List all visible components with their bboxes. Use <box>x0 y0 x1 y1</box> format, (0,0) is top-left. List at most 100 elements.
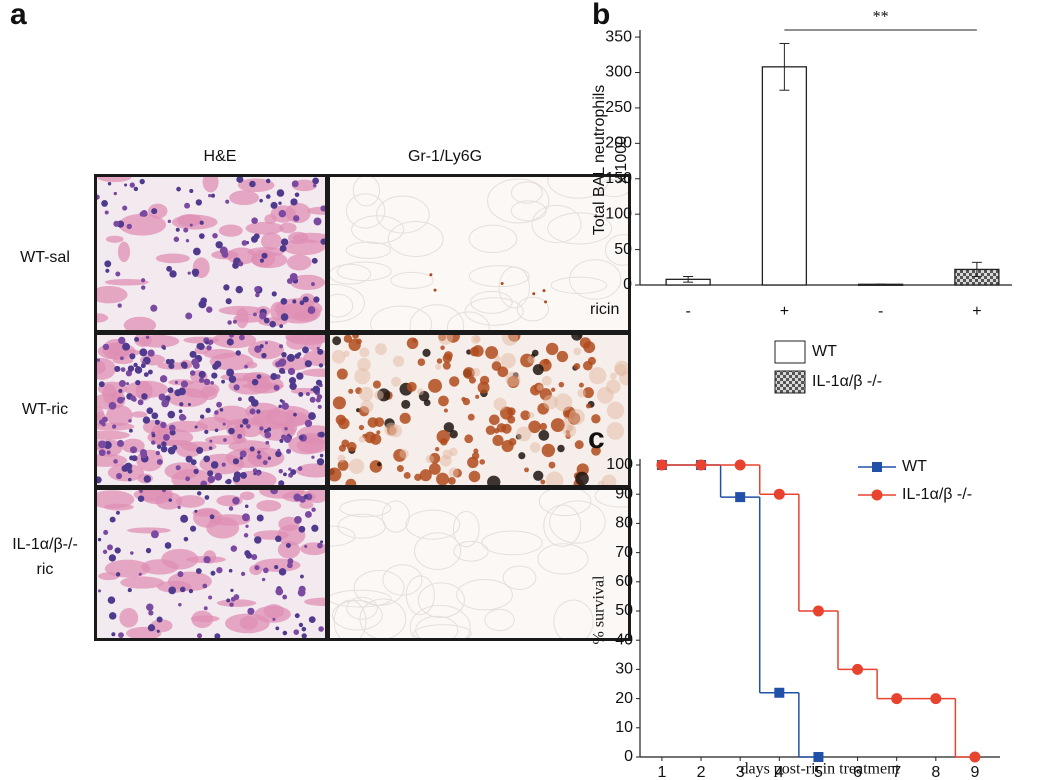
tissue <box>98 572 120 581</box>
tissue <box>97 490 135 509</box>
nucleus <box>187 402 191 406</box>
nucleus <box>134 336 140 342</box>
stain <box>485 425 496 436</box>
stain <box>428 378 443 393</box>
stain <box>442 361 451 370</box>
nucleus <box>97 358 101 362</box>
stain <box>583 360 593 371</box>
nucleus <box>116 439 125 448</box>
nucleus <box>229 335 235 338</box>
nucleus <box>253 472 257 476</box>
alveolus <box>531 204 582 244</box>
y-tick-label: 10 <box>615 719 633 736</box>
nucleus <box>265 440 270 445</box>
alveolus <box>468 265 530 288</box>
nucleus <box>233 384 240 391</box>
stain <box>406 337 419 350</box>
nucleus <box>133 362 138 368</box>
tissue <box>190 615 220 623</box>
nucleus <box>130 551 134 555</box>
nucleus <box>168 424 176 432</box>
nucleus <box>198 233 205 239</box>
stain-faint <box>360 399 374 413</box>
nucleus <box>289 272 298 281</box>
alveolus <box>409 604 471 638</box>
nucleus <box>118 388 123 393</box>
nucleus <box>167 219 172 224</box>
alveolus <box>330 293 354 318</box>
nucleus <box>291 180 299 188</box>
nucleus <box>288 377 297 385</box>
stain <box>520 410 531 421</box>
marker <box>813 752 824 762</box>
stain-faint <box>554 393 573 412</box>
nucleus <box>203 378 211 386</box>
tissue <box>301 368 325 377</box>
stain-faint <box>541 375 552 386</box>
nucleus <box>227 320 232 325</box>
stain <box>332 396 346 410</box>
tissue <box>218 305 264 316</box>
alveolus <box>387 221 444 257</box>
stain <box>571 335 583 341</box>
nucleus <box>130 395 136 401</box>
stain <box>467 413 475 421</box>
nucleus <box>202 583 208 589</box>
nucleus <box>278 469 283 474</box>
nucleus <box>232 319 237 324</box>
alveolus <box>453 540 489 562</box>
x-tick-label: 2 <box>697 764 706 780</box>
nucleus <box>282 630 288 636</box>
alveolus <box>330 589 392 608</box>
nucleus <box>133 186 139 192</box>
nucleus <box>239 335 245 341</box>
nucleus <box>107 596 116 604</box>
nucleus <box>228 427 235 435</box>
nucleus <box>114 365 121 373</box>
x-tick-label: 5 <box>814 764 823 780</box>
nucleus <box>207 470 214 477</box>
nucleus <box>113 459 118 464</box>
nucleus <box>117 303 122 308</box>
stain <box>492 434 504 447</box>
y-tick-label: 50 <box>614 241 632 258</box>
nucleus <box>120 367 126 373</box>
y-tick-label: 60 <box>615 573 633 590</box>
tissue <box>123 316 157 330</box>
legend-swatch <box>774 340 806 364</box>
nucleus <box>148 610 154 616</box>
nucleus <box>221 379 226 384</box>
nucleus <box>121 397 126 401</box>
stain <box>497 366 509 378</box>
nucleus <box>264 341 268 345</box>
nucleus <box>156 444 162 449</box>
nucleus <box>316 346 320 351</box>
nucleus <box>273 384 280 391</box>
nucleus <box>156 629 160 633</box>
nucleus <box>107 182 112 186</box>
nucleus <box>114 547 121 554</box>
marker <box>734 459 746 471</box>
stain-faint <box>448 467 459 478</box>
tissue <box>288 435 324 455</box>
stain <box>443 351 453 360</box>
tissue <box>141 559 179 575</box>
alveolus <box>352 177 381 207</box>
nucleus <box>151 433 156 438</box>
stain-faint <box>606 401 625 420</box>
nucleus <box>289 382 297 391</box>
nucleus <box>180 380 189 388</box>
nucleus <box>203 606 208 611</box>
stain <box>546 342 559 356</box>
nucleus <box>267 427 272 432</box>
alveolus <box>381 500 410 533</box>
nucleus <box>226 338 234 346</box>
nucleus <box>301 633 307 638</box>
tissue <box>286 335 308 350</box>
tissue <box>119 608 139 628</box>
tissue <box>126 626 162 638</box>
nucleus <box>177 571 184 578</box>
alveolus <box>510 181 543 204</box>
alveolus <box>330 525 356 547</box>
significance-label: ** <box>873 9 889 26</box>
